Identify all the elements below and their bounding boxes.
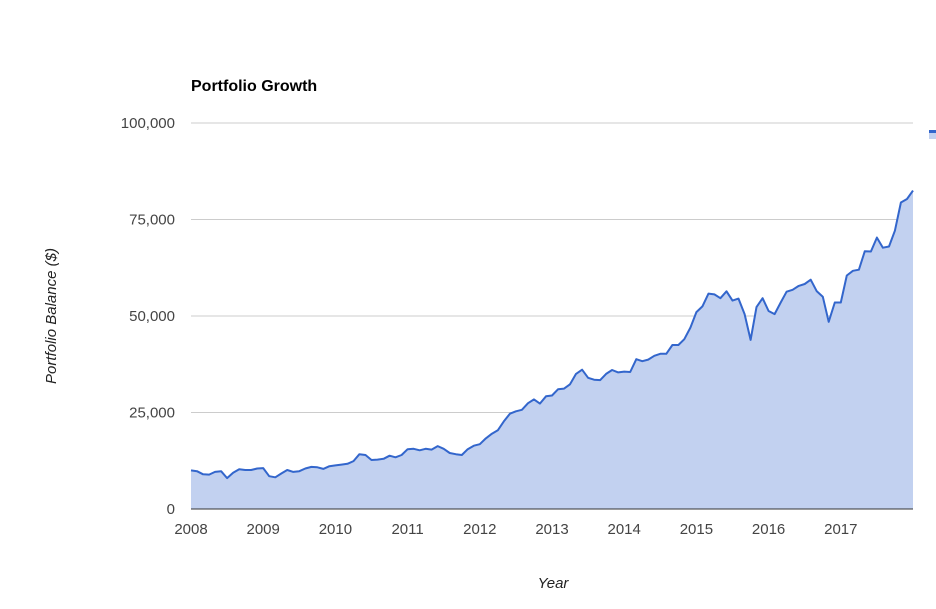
y-axis-ticks: 0 25,000 50,000 75,000 100,000 — [121, 115, 175, 518]
x-tick-label-1: 2009 — [247, 521, 280, 538]
x-axis-ticks: 2008 2009 2010 2011 2012 2013 2014 2015 2016 2017 — [174, 521, 857, 538]
y-axis-title: Portfolio Balance ($) — [43, 248, 60, 384]
x-tick-label-9: 2017 — [824, 521, 857, 538]
y-tick-label-0: 0 — [167, 501, 175, 518]
chart-title: Portfolio Growth — [191, 78, 317, 95]
x-axis-title: Year — [538, 575, 570, 592]
y-tick-label-1: 25,000 — [129, 405, 175, 422]
x-tick-label-8: 2016 — [752, 521, 785, 538]
legend-swatch-line — [929, 130, 936, 133]
y-tick-label-4: 100,000 — [121, 115, 175, 132]
x-tick-label-2: 2010 — [319, 521, 352, 538]
legend-swatch-fill — [929, 130, 936, 139]
legend — [929, 130, 936, 139]
y-tick-label-3: 75,000 — [129, 212, 175, 229]
plot-area — [190, 190, 914, 510]
x-tick-label-5: 2013 — [535, 521, 568, 538]
series-line — [190, 190, 914, 480]
y-tick-label-2: 50,000 — [129, 308, 175, 325]
x-tick-label-0: 2008 — [174, 521, 207, 538]
x-tick-label-6: 2014 — [608, 521, 641, 538]
x-tick-label-3: 2011 — [391, 521, 423, 538]
series-area-fill — [191, 190, 913, 509]
x-tick-label-4: 2012 — [463, 521, 496, 538]
x-tick-label-7: 2015 — [680, 521, 713, 538]
